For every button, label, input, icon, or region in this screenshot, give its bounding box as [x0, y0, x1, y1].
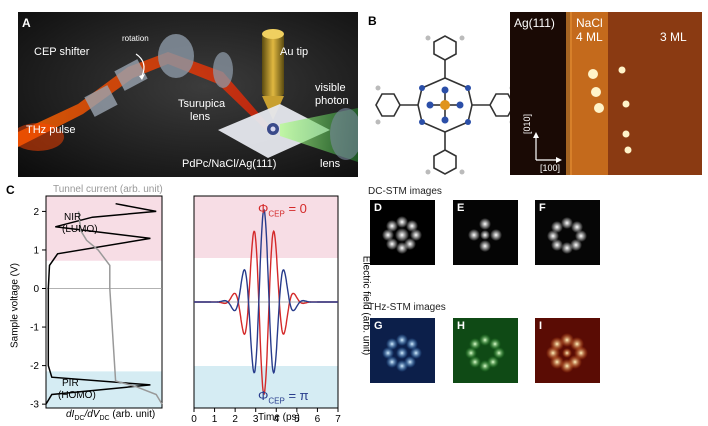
visible-label: visible: [315, 82, 346, 94]
voltage-tick-label: 0: [33, 284, 39, 295]
panel-f-letter: F: [539, 202, 546, 214]
pir-label: PIR: [62, 378, 79, 389]
voltage-tick-label: -1: [30, 323, 39, 334]
rotation-label: rotation: [122, 34, 149, 43]
nir-label: NIR: [64, 212, 81, 223]
phi0-suffix: = 0: [284, 201, 307, 216]
didv-axis-title: dIDC/dVDC (arb. unit): [66, 409, 155, 422]
image-e: [453, 200, 518, 265]
panel-d-letter: D: [374, 202, 382, 214]
image-f: [535, 200, 600, 265]
panel-e-letter: E: [457, 202, 465, 214]
panel-a-letter: A: [22, 16, 31, 30]
didv-curve: [45, 202, 157, 405]
pdpc-molecule-drawing: [375, 35, 515, 175]
didv-axis-sub1: DC: [74, 415, 85, 422]
panel-i-letter: I: [539, 320, 543, 332]
panel-a-schematic: A CEP shifter rotation Au tip Tsurupica …: [12, 12, 362, 177]
phi0-sub: CEP: [268, 209, 285, 219]
time-tick-label: 5: [294, 414, 300, 425]
photon-label: photon: [315, 95, 349, 107]
pdpc-molecule: [370, 30, 520, 180]
panel-b-stm-image: Ag(111) NaCl 4 ML 3 ML [010] [100]: [510, 12, 702, 175]
panel-h-letter: H: [457, 320, 465, 332]
image-h: [453, 318, 518, 383]
time-tick-label: 0: [191, 414, 197, 425]
time-tick-label: 3: [253, 414, 259, 425]
field-chart: 0 1 2 3 4 5 6 7: [191, 195, 341, 425]
didv-axis-sub2: DC: [99, 415, 110, 422]
image-g: [370, 318, 435, 383]
phipi-prefix: Φ: [258, 388, 269, 403]
ag111-label: Ag(111): [514, 16, 555, 30]
cep-shifter-label: CEP shifter: [34, 46, 90, 58]
time-axis-title: Time (ps): [258, 412, 300, 423]
voltage-tick-label: 2: [33, 207, 39, 218]
time-tick-label: 1: [212, 414, 218, 425]
stm-topography: [510, 12, 702, 175]
thz-stm-title: THz-STM images: [368, 302, 446, 313]
tsurupica-label: Tsurupica: [178, 98, 226, 110]
didv-axis-part2: /dV: [84, 409, 100, 420]
nacl-label: NaCl: [576, 16, 603, 30]
voltage-tick-label: -3: [30, 400, 39, 411]
dir-010-label: [010]: [522, 113, 532, 134]
time-tick-label: 7: [335, 414, 341, 425]
didv-frame: [45, 195, 163, 409]
tunnel-current-curve: [77, 211, 163, 405]
thz-pulse-label: THz pulse: [26, 124, 76, 136]
lumo-label: (LUMO): [62, 224, 98, 235]
homo-label: (HOMO): [58, 390, 96, 401]
sample-label: PdPc/NaCl/Ag(111): [182, 158, 277, 170]
image-i: [535, 318, 600, 383]
phi0-prefix: Φ: [258, 201, 269, 216]
phipi-suffix: = π: [284, 388, 309, 403]
dc-stm-title: DC-STM images: [368, 186, 442, 197]
tunnel-current-label: Tunnel current (arb. unit): [53, 184, 163, 195]
phi0-label: ΦCEP = 0: [258, 201, 307, 219]
image-d: [370, 200, 435, 265]
tsurupica-lens-label: lens: [190, 111, 211, 123]
didv-axis-part3: (arb. unit): [109, 409, 156, 420]
didv-axis-part1: dI: [66, 409, 75, 420]
panel-c-letter: C: [6, 183, 15, 197]
phipi-waveform: [194, 208, 338, 375]
time-tick-label: 2: [232, 414, 238, 425]
dir-100-label: [100]: [540, 163, 561, 173]
time-tick-label: 6: [315, 414, 321, 425]
voltage-tick-label: -2: [30, 361, 39, 372]
au-tip-label: Au tip: [280, 46, 309, 58]
time-tick-label: 4: [274, 414, 280, 425]
experiment-schematic: [12, 12, 362, 177]
panel-g-letter: G: [374, 320, 383, 332]
3ml-label: 3 ML: [660, 30, 687, 44]
voltage-tick-label: 1: [33, 245, 39, 256]
lens-label: lens: [320, 158, 341, 170]
panel-b-letter: B: [368, 14, 377, 28]
didv-chart: 2 1 0 -1 -2 -3 NIR(LUMO) PIR(HOMO): [30, 195, 163, 411]
phipi-sub: CEP: [268, 396, 285, 406]
4ml-label: 4 ML: [576, 30, 603, 44]
phipi-label: ΦCEP = π: [258, 388, 309, 406]
